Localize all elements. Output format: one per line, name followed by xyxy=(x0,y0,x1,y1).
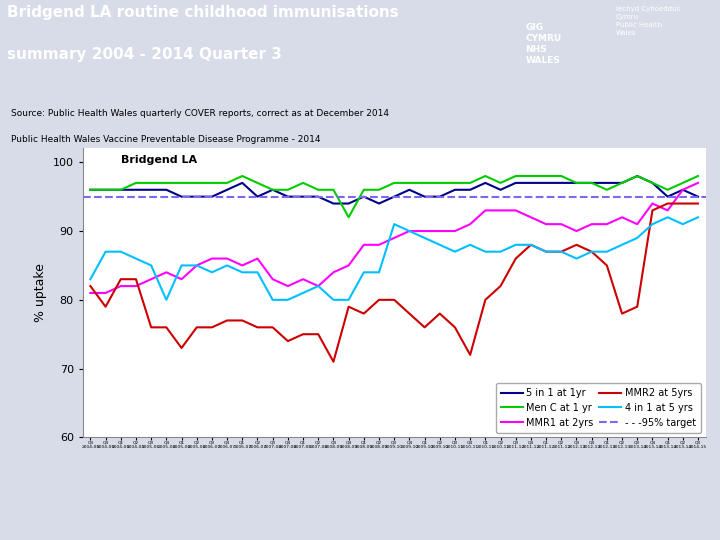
Text: Public Health Wales Vaccine Preventable Disease Programme - 2014: Public Health Wales Vaccine Preventable … xyxy=(11,135,320,144)
Text: Iechyd Cyhoeddus
Cymru
Public Health
Wales: Iechyd Cyhoeddus Cymru Public Health Wal… xyxy=(616,6,680,36)
Text: summary 2004 - 2014 Quarter 3: summary 2004 - 2014 Quarter 3 xyxy=(7,46,282,62)
Y-axis label: % uptake: % uptake xyxy=(35,264,48,322)
Text: GIG
CYMRU
NHS
WALES: GIG CYMRU NHS WALES xyxy=(526,23,562,65)
Legend: 5 in 1 at 1yr, Men C at 1 yr, MMR1 at 2yrs, MMR2 at 5yrs, 4 in 1 at 5 yrs, - - -: 5 in 1 at 1yr, Men C at 1 yr, MMR1 at 2y… xyxy=(496,383,701,433)
Text: Source: Public Health Wales quarterly COVER reports, correct as at December 2014: Source: Public Health Wales quarterly CO… xyxy=(11,109,389,118)
Text: Bridgend LA routine childhood immunisations: Bridgend LA routine childhood immunisati… xyxy=(7,5,399,20)
Text: Bridgend LA: Bridgend LA xyxy=(121,156,197,165)
